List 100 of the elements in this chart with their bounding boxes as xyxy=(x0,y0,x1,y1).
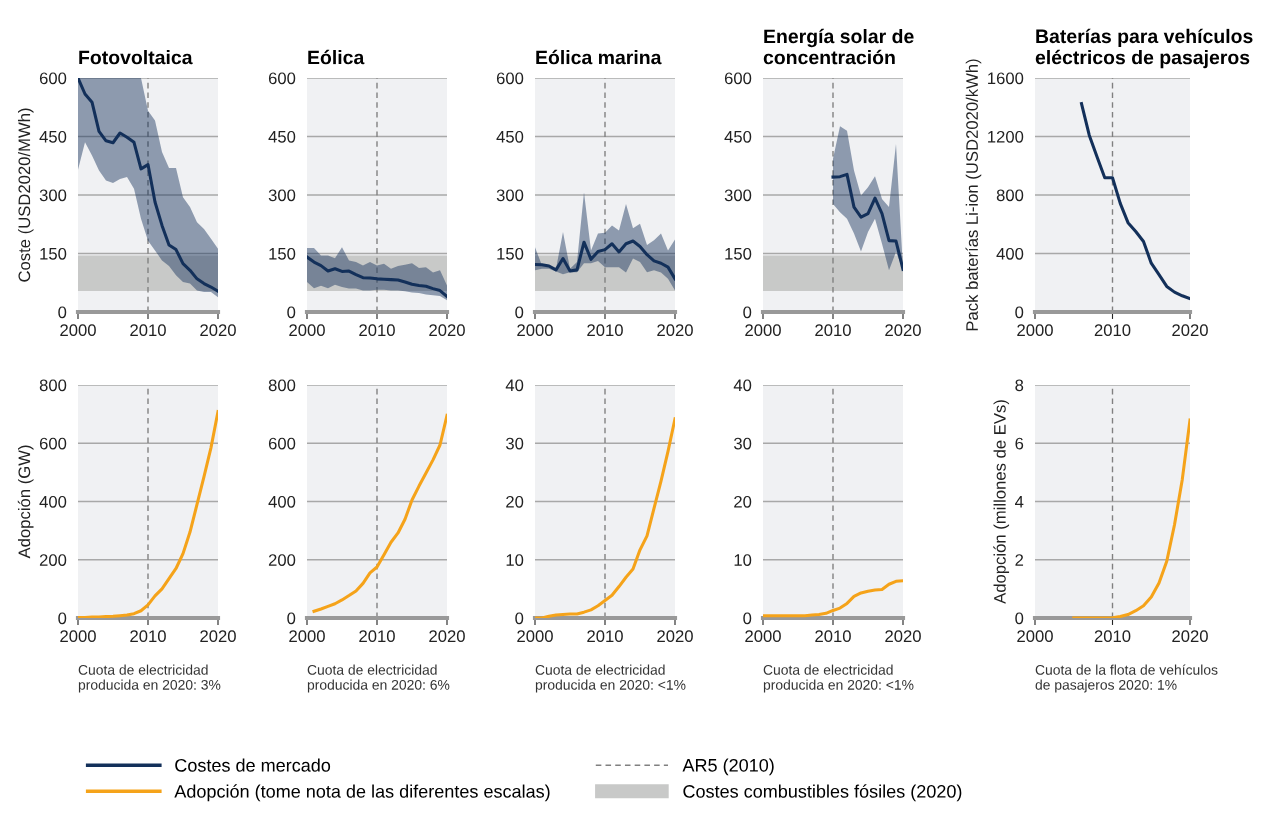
x-tick-label: 2020 xyxy=(429,324,465,337)
x-tick-label: 2020 xyxy=(1172,630,1208,643)
y-tick-label: 40 xyxy=(505,379,524,392)
x-tick-label: 2010 xyxy=(1094,630,1131,643)
y-tick-label: 450 xyxy=(724,130,752,143)
y-tick-label: 800 xyxy=(996,189,1024,202)
x-tick-label: 2000 xyxy=(1017,630,1053,643)
line-series xyxy=(1072,418,1190,618)
x-tick-label: 2000 xyxy=(745,324,781,337)
x-tick-label: 2000 xyxy=(60,324,96,337)
text: Cuota de electricidad producida en 2020: <1% xyxy=(763,664,914,693)
legend-label: Costes combustibles fósiles (2020) xyxy=(683,784,962,802)
y-tick-label: 0 xyxy=(1015,612,1024,625)
x-tick-label: 2010 xyxy=(587,630,623,643)
x-tick-label: 2010 xyxy=(1094,324,1131,337)
y-tick-label: 0 xyxy=(58,306,67,319)
x-tick-label: 2020 xyxy=(885,324,921,337)
x-tick-label: 2020 xyxy=(200,324,236,337)
legend-label: AR5 (2010) xyxy=(682,758,774,776)
x-tick-label: 2000 xyxy=(289,630,325,643)
y-tick-label: 0 xyxy=(515,612,524,625)
line-series xyxy=(78,409,218,618)
text: Cuota de electricidad producida en 2020: <1% xyxy=(535,664,686,693)
y-tick-label: 300 xyxy=(39,189,67,202)
x-tick-label: 2000 xyxy=(517,630,553,643)
line-series xyxy=(831,172,903,272)
y-tick-label: 200 xyxy=(268,554,296,566)
y-tick-label: 2 xyxy=(1015,554,1024,566)
y-axis-title: Adopción (millones de EVs) xyxy=(993,400,1010,604)
y-tick-label: 600 xyxy=(268,437,296,450)
y-tick-label: 200 xyxy=(39,554,67,566)
text: Cuota de electricidad producida en 2020: 6% xyxy=(307,664,450,693)
x-tick-label: 2010 xyxy=(359,630,395,643)
line-series xyxy=(1079,102,1190,301)
y-tick-label: 6 xyxy=(1015,437,1024,450)
y-tick-label: 600 xyxy=(268,72,296,85)
x-tick-label: 2000 xyxy=(745,630,781,643)
x-tick-label: 2020 xyxy=(657,324,693,337)
y-tick-label: 30 xyxy=(733,437,752,450)
chart-title: Energía solar de concentración xyxy=(763,28,914,65)
y-tick-label: 150 xyxy=(497,247,524,260)
chart-title: Eólica xyxy=(308,49,365,65)
y-tick-label: 1200 xyxy=(988,130,1024,143)
y-tick-label: 800 xyxy=(39,379,67,392)
x-tick-label: 2000 xyxy=(289,324,325,337)
x-tick-label: 2010 xyxy=(815,324,851,337)
chart-title: Eólica marina xyxy=(536,49,662,65)
y-tick-label: 0 xyxy=(515,306,524,319)
x-tick-label: 2010 xyxy=(587,324,623,337)
y-tick-label: 600 xyxy=(39,437,67,450)
y-tick-label: 300 xyxy=(724,189,752,202)
text: Cuota de la flota de vehículos de pasajeros 2020: 1% xyxy=(1035,664,1218,693)
y-tick-label: 0 xyxy=(743,612,752,625)
y-tick-label: 400 xyxy=(268,495,296,508)
y-tick-label: 600 xyxy=(39,72,67,85)
y-tick-label: 0 xyxy=(743,306,752,319)
x-tick-label: 2000 xyxy=(1017,324,1053,337)
y-tick-label: 400 xyxy=(39,495,67,508)
y-tick-label: 150 xyxy=(725,247,752,260)
y-tick-label: 4 xyxy=(1015,496,1024,508)
line-series xyxy=(535,417,675,618)
text: Cuota de electricidad producida en 2020: 3% xyxy=(78,664,221,693)
y-tick-label: 10 xyxy=(734,554,752,566)
y-tick-label: 0 xyxy=(1015,306,1024,319)
y-tick-label: 1600 xyxy=(988,72,1024,85)
line-series xyxy=(763,579,903,618)
x-tick-label: 2020 xyxy=(1172,324,1208,337)
x-tick-label: 2020 xyxy=(885,630,921,643)
y-tick-label: 450 xyxy=(268,130,296,143)
y-tick-label: 0 xyxy=(287,612,296,625)
chart-title: Baterías para vehículos eléctricos de pasajeros xyxy=(1035,28,1253,69)
y-tick-label: 8 xyxy=(1015,379,1024,392)
x-tick-label: 2000 xyxy=(517,324,553,337)
y-tick-label: 600 xyxy=(496,72,524,85)
y-tick-label: 450 xyxy=(39,130,67,143)
y-tick-label: 800 xyxy=(268,379,296,392)
x-tick-label: 2010 xyxy=(130,324,166,337)
y-axis-title: Pack baterías Li-ion (USD2020/kWh) xyxy=(965,59,982,331)
y-tick-label: 20 xyxy=(506,495,524,508)
x-tick-label: 2000 xyxy=(60,630,96,643)
y-tick-label: 0 xyxy=(287,306,296,319)
line-series xyxy=(535,239,675,281)
x-tick-label: 2020 xyxy=(429,630,465,643)
chart-title: Fotovoltaica xyxy=(79,50,193,65)
y-tick-label: 0 xyxy=(58,612,67,625)
y-tick-label: 600 xyxy=(724,72,752,85)
x-tick-label: 2010 xyxy=(359,324,395,337)
y-tick-label: 400 xyxy=(996,247,1024,260)
y-axis-title: Coste (USD2020/MWh) xyxy=(17,108,34,282)
y-tick-label: 30 xyxy=(505,437,524,450)
legend-label: Costes de mercado xyxy=(175,758,331,772)
x-tick-label: 2010 xyxy=(815,630,851,643)
legend-label: Adopción (tome nota de las diferentes escalas) xyxy=(174,784,550,802)
y-tick-label: 10 xyxy=(506,554,524,566)
y-tick-label: 20 xyxy=(734,495,752,508)
x-tick-label: 2010 xyxy=(130,630,166,643)
y-tick-label: 450 xyxy=(496,130,524,143)
x-tick-label: 2020 xyxy=(657,630,693,643)
y-tick-label: 150 xyxy=(40,247,67,260)
y-tick-label: 40 xyxy=(733,379,752,392)
